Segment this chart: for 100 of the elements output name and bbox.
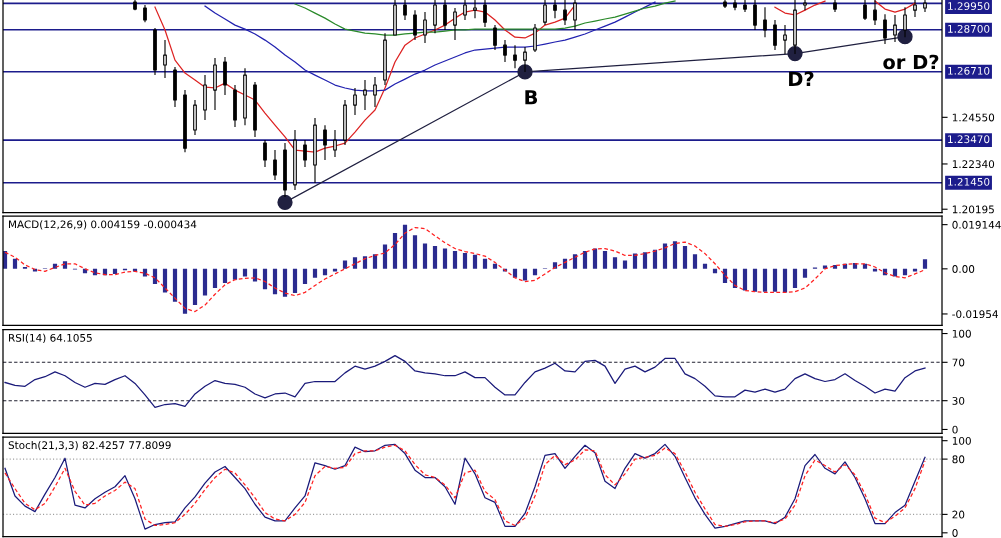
ref-line-label: 1.23470 [948,135,990,144]
candlestick [273,149,277,181]
candlestick [413,9,417,41]
candlestick [523,46,527,73]
candlestick [793,0,797,55]
data-label: or D? [883,54,939,70]
candlestick [293,129,297,191]
line-series [204,1,656,92]
candlestick [873,0,877,26]
y-tick-label: 1.24550 [952,113,995,122]
candlestick [893,14,897,43]
chart-title: MACD(12,26,9) 0.004159 -0.000434 [9,220,197,230]
y-tick-label: 20 [952,510,965,519]
candlestick [363,79,367,111]
bar [182,268,188,314]
candlestick [763,6,767,38]
bar [162,268,168,293]
bar [492,263,498,269]
bar [482,258,488,269]
bar [272,268,278,295]
candlestick [153,27,157,76]
bar [602,251,608,269]
candlestick [393,0,397,36]
candlestick [133,0,137,11]
bar [552,262,558,269]
bar [622,260,628,269]
candlestick [723,0,727,9]
candlestick [423,11,427,44]
candlestick [513,44,517,69]
candlestick [223,56,227,96]
bar [362,256,368,269]
candlestick [533,23,537,53]
bar [612,257,618,269]
bar [12,258,18,269]
bar [782,268,788,293]
candlestick [833,0,837,13]
candlestick [343,99,347,146]
y-tick-label: 100 [952,436,971,445]
candlestick [243,67,247,126]
bar [352,257,358,269]
candlestick [333,129,337,158]
candlestick [733,0,737,11]
candlestick [473,0,477,19]
candlestick [463,0,467,21]
y-tick-label: 80 [952,455,965,464]
bar [422,243,428,269]
bar [292,268,298,294]
candlestick [543,0,547,26]
y-tick-label: -0.01954 [952,310,998,319]
candlestick [883,13,887,45]
candlestick [433,0,437,34]
bar [262,268,268,290]
candlestick [573,0,577,31]
bar [642,252,648,269]
ref-line-label: 1.29950 [948,2,990,11]
bar [432,245,438,269]
candlestick [313,117,317,184]
bar [472,254,478,269]
bar [282,268,288,297]
bar [442,248,448,269]
candlestick [743,0,747,13]
bar [462,252,468,269]
bar [202,268,208,296]
candlestick [443,0,447,31]
y-tick-label: 0.019144 [952,220,1001,229]
bar [682,245,688,269]
bar [762,268,768,292]
candlestick [403,0,407,21]
candlestick [183,89,187,153]
candlestick [213,57,217,111]
bar [402,224,408,269]
candlestick [353,87,357,116]
data-label: D? [789,71,814,86]
chart-title: Stoch(21,3,3) 82.4257 77.8099 [8,441,171,451]
candlestick [193,99,197,136]
candlestick [773,19,777,51]
candlestick [563,0,567,26]
bar [192,268,198,306]
candlestick [453,7,457,41]
bar [172,268,178,302]
bar [452,251,458,269]
y-tick-label: 100 [952,329,971,338]
bar [582,251,588,269]
candlestick [173,66,177,108]
bar [692,254,698,269]
bar [412,235,418,269]
bar [572,254,578,269]
bar [382,244,388,269]
candlestick [143,4,147,23]
bar [312,268,318,278]
y-tick-label: 0.00 [952,265,975,273]
candlestick [253,81,257,138]
bar [922,259,928,269]
bar [772,268,778,292]
bar [522,268,528,281]
line-series [294,0,676,36]
candlestick [203,74,207,121]
candlestick [263,139,267,168]
candlestick [913,0,917,18]
y-tick-label: 1.20195 [952,205,994,214]
